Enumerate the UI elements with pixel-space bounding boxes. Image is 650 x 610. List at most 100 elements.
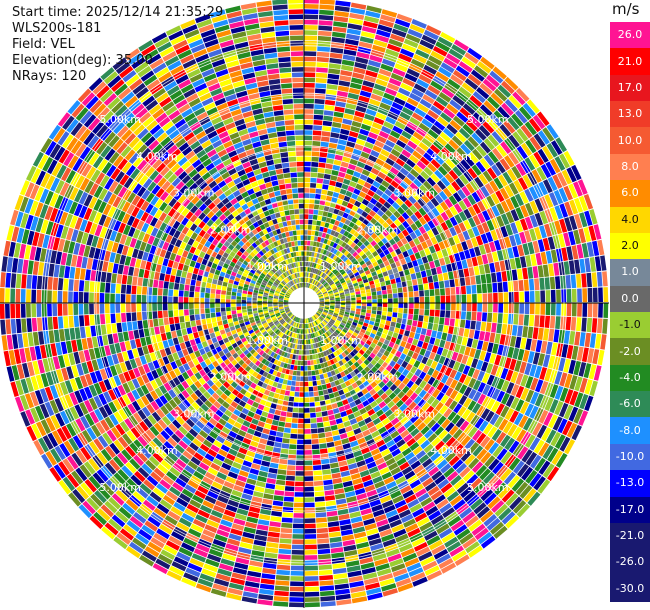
ppi-gate-group	[198, 330, 204, 337]
ppi-gate-group	[407, 337, 459, 361]
ppi-gate-group	[440, 310, 446, 318]
ppi-gate-group	[96, 141, 280, 285]
ppi-gate-group	[321, 340, 423, 543]
ppi-gate-group	[319, 307, 598, 397]
ppi-gate-group	[455, 462, 516, 525]
ppi-gate-group	[278, 340, 287, 356]
ppi-gate-group	[83, 194, 182, 248]
ppi-gate-group	[271, 510, 282, 517]
ppi-gate-group	[548, 328, 555, 342]
ppi-gate-group	[366, 177, 375, 185]
ppi-gate-group	[259, 183, 267, 191]
ppi-gate-group	[201, 97, 274, 238]
ppi-gate-group	[323, 194, 554, 296]
ppi-gate-group	[405, 363, 454, 397]
ppi-gate-group	[452, 87, 530, 162]
colorbar-tick-label: -4.0	[619, 370, 641, 384]
ppi-gate-group	[475, 125, 491, 141]
ppi-gate-group	[237, 309, 274, 321]
ppi-gate-group	[146, 53, 162, 65]
ppi-gate-group	[424, 262, 431, 270]
ppi-gate-group	[344, 313, 365, 323]
ppi-gate-group	[250, 508, 272, 562]
ppi-gate-group	[510, 198, 544, 222]
ppi-gate-group	[185, 150, 224, 197]
ppi-gate-group	[339, 312, 578, 390]
ppi-gate-group	[368, 34, 437, 163]
ppi-gate-group	[380, 103, 476, 213]
ppi-gate-group	[220, 519, 233, 528]
ppi-gate-group	[74, 125, 87, 140]
ppi-gate-group	[211, 384, 219, 392]
colorbar-tick-label: 2.0	[621, 239, 639, 253]
ppi-gate-group	[322, 267, 327, 273]
ppi-gate-group	[414, 303, 546, 315]
ppi-gate-group	[281, 380, 296, 449]
ppi-gate-group	[280, 321, 295, 345]
ppi-gate-group	[159, 375, 168, 385]
ppi-gate-group	[214, 578, 230, 587]
ppi-gate-group	[304, 77, 316, 83]
colorbar-unit: m/s	[612, 0, 640, 18]
ppi-gate-group	[301, 256, 304, 282]
ppi-gate-group	[238, 423, 257, 455]
ppi-gate-group	[190, 140, 218, 176]
ppi-gate-group	[150, 413, 239, 549]
ppi-gate-group	[310, 38, 403, 284]
ppi-gate-group	[73, 291, 105, 303]
ppi-gate-group	[365, 316, 371, 321]
ppi-gate-group	[69, 316, 265, 392]
ppi-gate-group	[390, 225, 597, 285]
ppi-gate-group	[311, 316, 422, 513]
ppi-gate-group	[299, 318, 302, 323]
ppi-gate-group	[344, 267, 351, 272]
ppi-gate-group	[79, 110, 140, 164]
ppi-gate-group	[321, 16, 349, 142]
ppi-gate-group	[313, 315, 330, 337]
ppi-gate-group	[153, 88, 287, 278]
ppi-gate-group	[409, 134, 500, 214]
ppi-gate-group	[96, 237, 119, 253]
ppi-gate-group	[482, 210, 491, 222]
ppi-gate-group	[223, 509, 236, 518]
ppi-gate-group	[545, 250, 553, 264]
ppi-gate-group	[329, 320, 361, 343]
ppi-gate-group	[389, 235, 401, 246]
ppi-gate-group	[91, 308, 274, 348]
ppi-gate-group	[330, 347, 442, 521]
ppi-gate-group	[328, 311, 339, 316]
range-ring-label: 2.00km	[357, 224, 399, 237]
ppi-gate-group	[444, 186, 471, 208]
ppi-gate-group	[195, 363, 203, 372]
ppi-gate-group	[341, 415, 355, 438]
ppi-gate-group	[185, 328, 266, 386]
ppi-gate-group	[417, 321, 589, 363]
ppi-gate-group	[285, 341, 289, 347]
ppi-gate-group	[263, 47, 290, 174]
ppi-gate-group	[325, 349, 330, 356]
ppi-gate-group	[325, 431, 366, 593]
colorbar-tick-label: 4.0	[621, 212, 639, 226]
ppi-gate-group	[319, 306, 324, 309]
ppi-gate-group	[155, 147, 213, 207]
field-label: Field: VEL	[12, 37, 75, 52]
ppi-gate-group	[270, 236, 276, 243]
ppi-gate-group	[358, 41, 373, 49]
range-ring-label: 1.00km	[320, 260, 362, 273]
ppi-gate-group	[145, 214, 154, 225]
ppi-gate-group	[19, 313, 243, 363]
ppi-gate-group	[348, 345, 531, 518]
ppi-gate-group	[195, 13, 281, 235]
ppi-gate-group	[193, 48, 228, 111]
ppi-gate-group	[504, 220, 563, 248]
ppi-gate-group	[304, 518, 316, 524]
ppi-gate-group	[340, 70, 504, 260]
ppi-gate-group	[372, 276, 556, 300]
ppi-gate-group	[313, 268, 317, 274]
ppi-gate-group	[359, 395, 396, 448]
ppi-gate-group	[71, 396, 182, 485]
ppi-gate-group	[79, 177, 213, 256]
ppi-velocity-plot: 1.00km 1.00km 1.00km 1.00km 2.00km 2.00km 2.00…	[0, 0, 609, 608]
ppi-gate-group	[429, 352, 520, 397]
ppi-gate-group	[468, 388, 482, 402]
